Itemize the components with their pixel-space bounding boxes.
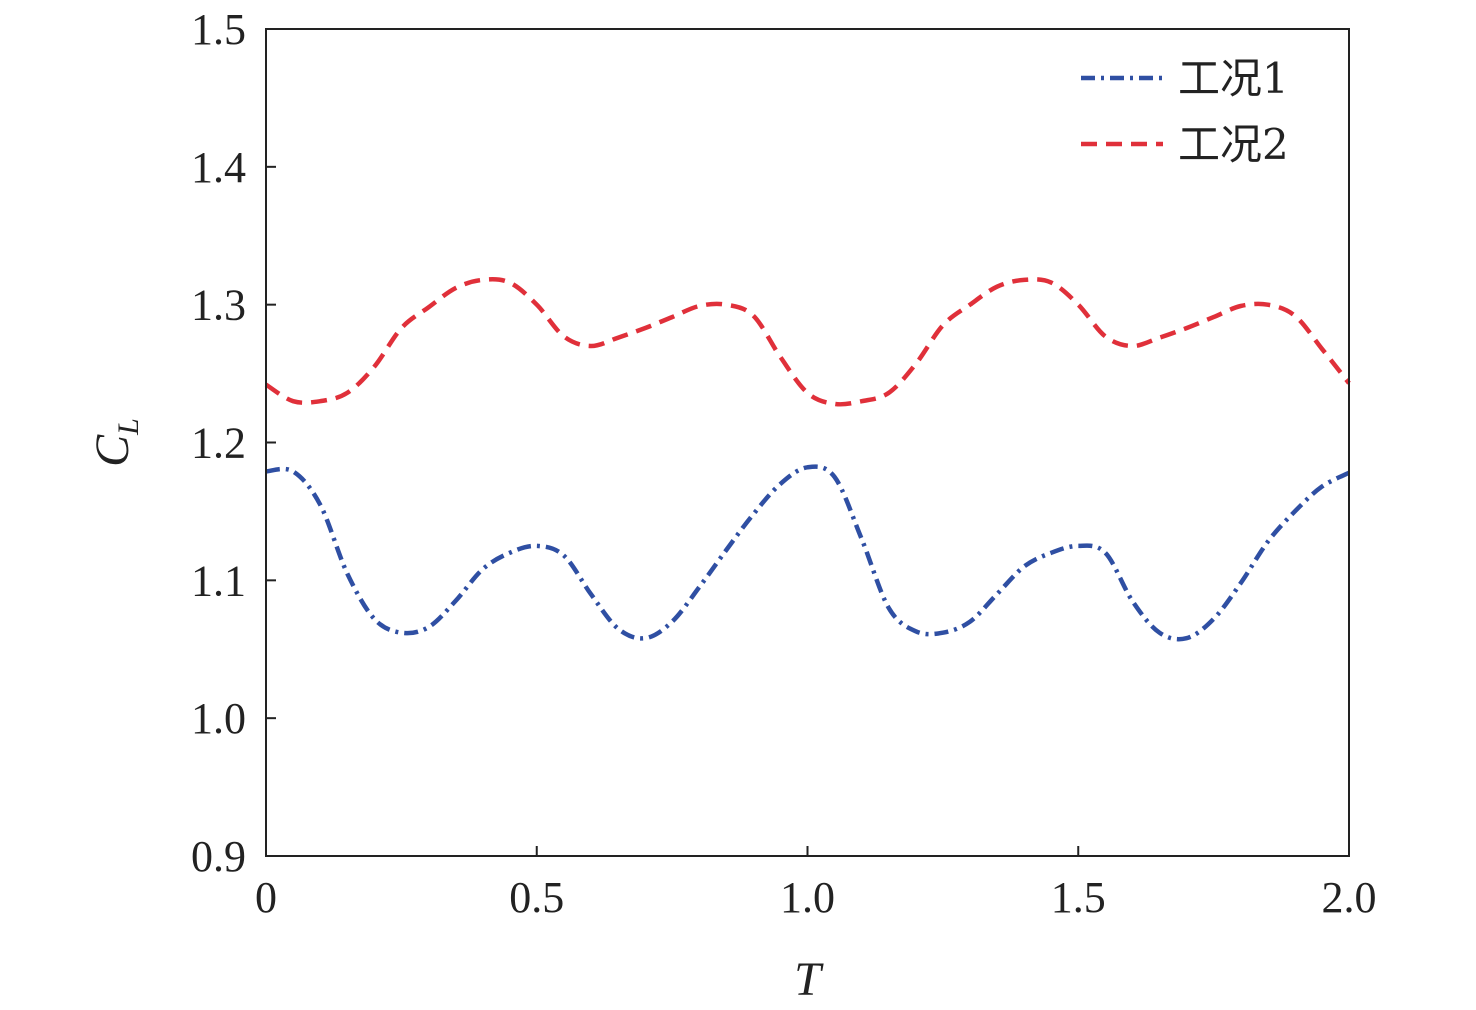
- legend-label-1: 工况1: [1178, 54, 1289, 103]
- series-layer: [264, 276, 1351, 642]
- x-tick-label: 1.0: [780, 873, 835, 922]
- y-tick-label: 1.2: [191, 419, 246, 468]
- x-tick-label: 1.5: [1051, 873, 1106, 922]
- y-axis-title-sub: L: [112, 418, 145, 436]
- x-tick-label: 2.0: [1322, 873, 1377, 922]
- y-axis-title: CL: [86, 418, 145, 467]
- y-tick-label: 1.3: [191, 281, 246, 330]
- plot-frame: [265, 28, 1350, 857]
- x-axis: 0 0.5 1.0 1.5 2.0: [255, 846, 1377, 922]
- y-tick-label: 0.9: [191, 832, 246, 881]
- y-tick-label: 1.1: [191, 556, 246, 605]
- x-tick-label: 0.5: [509, 873, 564, 922]
- legend-label-2: 工况2: [1178, 120, 1289, 169]
- y-tick-label: 1.4: [191, 143, 246, 192]
- y-axis-title-main: C: [86, 434, 139, 467]
- y-tick-label: 1.0: [191, 694, 246, 743]
- series-line-2: [264, 276, 1351, 407]
- x-axis-title: T: [794, 953, 824, 1006]
- series-line-1: [265, 464, 1351, 642]
- x-tick-label: 0: [255, 873, 277, 922]
- y-tick-label: 1.5: [191, 5, 246, 54]
- y-axis: 0.9 1.0 1.1 1.2 1.3 1.4 1.5: [191, 5, 276, 881]
